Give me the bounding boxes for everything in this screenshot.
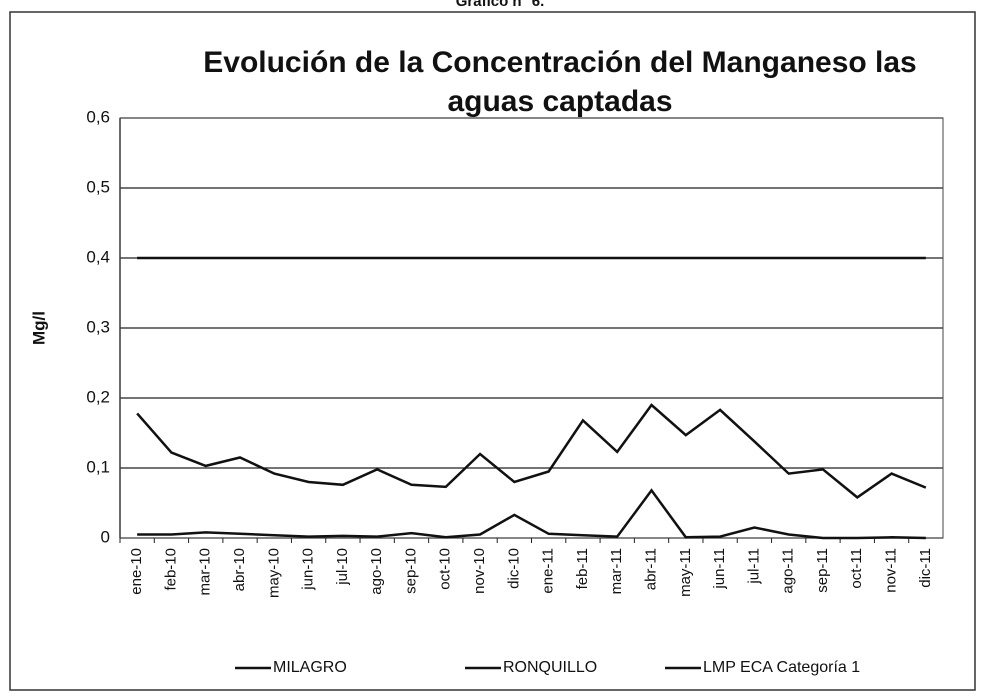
x-tick-label: oct-10 [437, 548, 454, 590]
x-tick-label: sep-10 [402, 548, 419, 594]
x-tick-label: nov-10 [471, 548, 488, 594]
x-tick-label: jun-11 [711, 548, 728, 590]
x-tick-label: ago-10 [368, 548, 385, 595]
y-tick-label: 0,2 [86, 387, 110, 406]
x-tick-label: abr-11 [642, 548, 659, 590]
legend-label: MILAGRO [273, 659, 347, 676]
y-tick-label: 0,3 [86, 317, 110, 336]
x-tick-label: may-10 [265, 548, 282, 598]
x-tick-label: jul-11 [745, 548, 762, 585]
x-tick-label: sep-11 [814, 548, 831, 593]
x-tick-label: may-11 [677, 548, 694, 597]
y-tick-label: 0,5 [86, 177, 110, 196]
series-line [137, 488, 926, 540]
series-line [136, 403, 927, 499]
chart-frame [9, 11, 976, 691]
chart-title: Evolución de la Concentración del Mangan… [203, 46, 917, 79]
y-axis-label: Mg/l [29, 311, 48, 345]
legend-label: LMP ECA Categoría 1 [703, 659, 860, 676]
x-tick-label: nov-11 [883, 548, 900, 593]
x-tick-label: feb-11 [574, 548, 591, 589]
y-tick-label: 0,4 [86, 247, 110, 266]
x-tick-label: jul-10 [334, 548, 351, 586]
x-tick-label: abr-10 [231, 548, 248, 591]
x-tick-label: ago-11 [780, 548, 797, 594]
x-tick-label: jun-10 [300, 548, 317, 591]
legend-label: RONQUILLO [503, 659, 597, 676]
x-tick-label: ene-11 [540, 548, 557, 594]
x-tick-label: mar-11 [608, 548, 625, 594]
caption: Gráfico n° 6. [456, 0, 545, 10]
x-tick-label: feb-10 [162, 548, 179, 591]
x-tick-label: dic-11 [917, 548, 934, 588]
y-tick-label: 0 [101, 527, 110, 546]
x-tick-label: mar-10 [197, 548, 214, 596]
y-tick-label: 0,1 [86, 457, 110, 476]
y-tick-label: 0,6 [86, 107, 110, 126]
x-tick-label: dic-10 [505, 548, 522, 589]
x-tick-label: ene-10 [128, 548, 145, 595]
x-tick-label: oct-11 [848, 548, 865, 589]
chart-title: aguas captadas [447, 85, 672, 118]
